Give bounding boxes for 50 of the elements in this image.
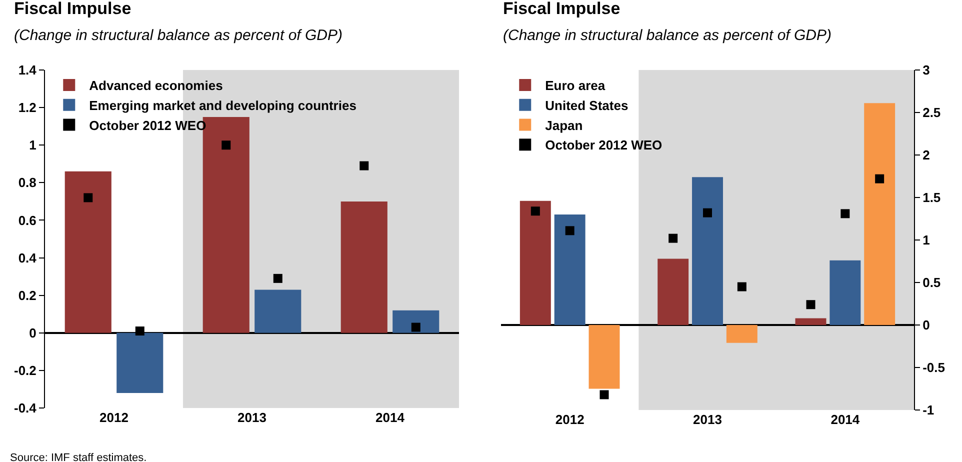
y-tick-label: -1 <box>922 402 934 418</box>
y-tick-label: 0.8 <box>18 175 36 190</box>
legend-label: Euro area <box>545 78 606 94</box>
chart-title: Fiscal Impulse <box>14 0 132 18</box>
bar <box>116 332 164 393</box>
x-tick-label: 2013 <box>238 410 266 425</box>
chart-title: Fiscal Impulse <box>503 0 620 18</box>
y-tick-label: 0.2 <box>18 288 36 303</box>
legend-label: October 2012 WEO <box>545 138 662 153</box>
chart-subtitle: (Change in structural balance as percent of GDP) <box>14 27 343 44</box>
x-tick-label: 2014 <box>830 412 860 427</box>
y-tick-label: 2.5 <box>922 105 941 120</box>
y-tick-label: -0.4 <box>14 400 38 416</box>
x-tick-label: 2014 <box>376 410 406 425</box>
y-tick-label: -0.2 <box>14 362 36 378</box>
x-tick-label: 2012 <box>555 412 584 427</box>
bar <box>520 200 551 325</box>
y-tick-label: 0 <box>29 325 36 340</box>
legend-label: Japan <box>545 118 583 133</box>
y-tick-label: 0 <box>922 318 930 333</box>
x-tick-label: 2012 <box>100 410 128 425</box>
chart-subtitle: (Change in structural balance as percent of GDP) <box>503 27 832 44</box>
legend-label: United States <box>545 98 628 113</box>
y-tick-label: 1.5 <box>922 190 941 206</box>
bar <box>64 171 112 333</box>
y-tick-label: 1.2 <box>18 100 36 116</box>
bar <box>340 201 388 333</box>
y-tick-label: 3 <box>922 62 930 78</box>
bar <box>588 325 620 389</box>
bar <box>392 310 440 333</box>
bar <box>830 260 861 325</box>
legend-label: Advanced economies <box>89 78 223 94</box>
bar <box>692 177 723 325</box>
y-tick-label: 1 <box>922 232 930 248</box>
bar <box>254 290 302 333</box>
bar <box>864 103 896 325</box>
y-tick-label: 0.6 <box>18 212 36 228</box>
x-tick-label: 2013 <box>693 412 722 427</box>
bar <box>795 318 826 325</box>
bar <box>726 325 758 343</box>
y-tick-label: 1 <box>29 138 36 153</box>
y-tick-label: -0.5 <box>922 360 946 376</box>
y-tick-label: 0.4 <box>18 250 38 266</box>
y-tick-label: 2 <box>922 148 930 163</box>
bar <box>554 214 586 325</box>
bar <box>658 258 689 325</box>
y-tick-label: 0.5 <box>922 275 941 290</box>
legend-label: Emerging market and developing countries <box>89 98 356 113</box>
source-note: Source: IMF staff estimates. <box>10 452 147 462</box>
y-tick-label: 1.4 <box>18 62 38 78</box>
